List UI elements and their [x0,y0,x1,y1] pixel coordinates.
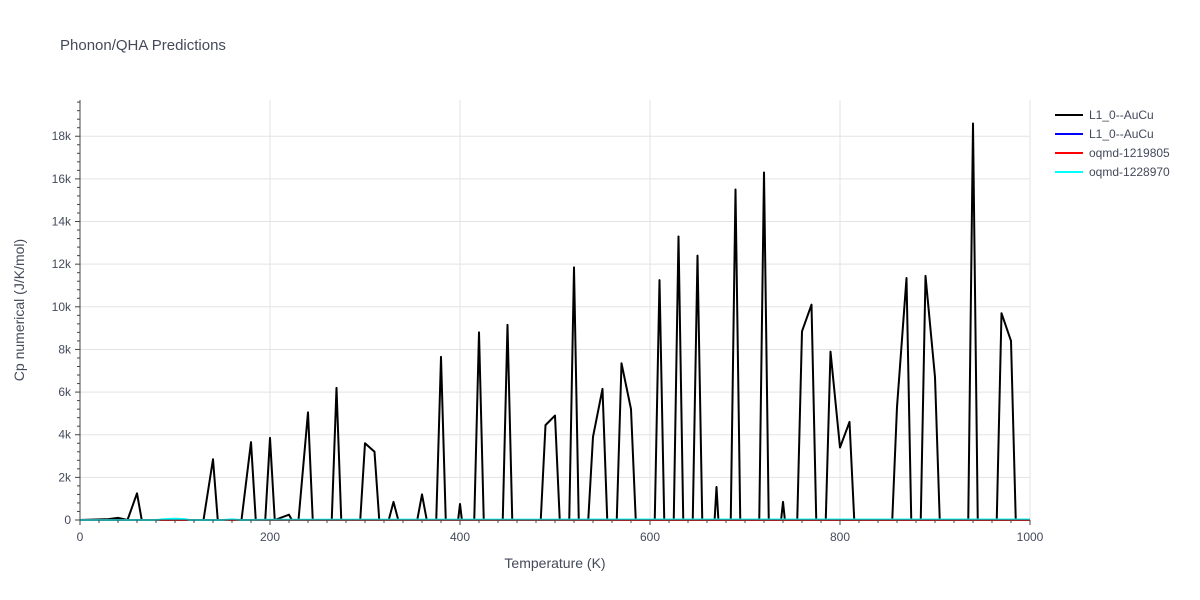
y-tick-label: 10k [52,300,72,314]
x-tick-label: 200 [260,530,280,544]
axes: 0 200 400 600 800 1000 0 2k 4k 6k 8k 10k 12k 14k 16k 18… [52,100,1044,544]
legend-label-0: L1_0--AuCu [1089,108,1154,122]
y-tick-label: 6k [58,385,72,399]
y-tick-label: 0 [64,513,71,527]
y-tick-label: 4k [58,428,72,442]
chart-title: Phonon/QHA Predictions [60,37,226,54]
legend-label-2: oqmd-1219805 [1089,146,1170,160]
legend-label-3: oqmd-1228970 [1089,165,1170,179]
x-tick-label: 800 [830,530,850,544]
grid [80,100,1031,520]
y-tick-label: 16k [52,172,72,186]
x-tick-label: 1000 [1017,530,1044,544]
y-tick-label: 8k [58,342,72,356]
legend-label-1: L1_0--AuCu [1089,127,1154,141]
x-tick-label: 600 [640,530,660,544]
series-line-0 [79,122,1030,521]
x-tick-label: 400 [450,530,470,544]
series-group [79,122,1030,521]
y-tick-label: 18k [52,129,72,143]
y-tick-label: 12k [52,257,72,271]
x-axis-title: Temperature (K) [504,555,605,571]
x-tick-label: 0 [77,530,84,544]
y-tick-label: 2k [58,470,72,484]
legend: L1_0--AuCu L1_0--AuCu oqmd-1219805 oqmd-122… [1055,108,1170,179]
y-axis-title: Cp numerical (J/K/mol) [11,239,27,381]
y-tick-label: 14k [52,215,72,229]
